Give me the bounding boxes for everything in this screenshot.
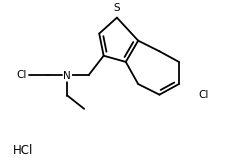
Text: S: S <box>114 3 120 13</box>
Text: Cl: Cl <box>17 70 27 80</box>
Text: Cl: Cl <box>199 90 209 100</box>
Text: N: N <box>63 71 71 81</box>
Text: HCl: HCl <box>12 144 33 157</box>
